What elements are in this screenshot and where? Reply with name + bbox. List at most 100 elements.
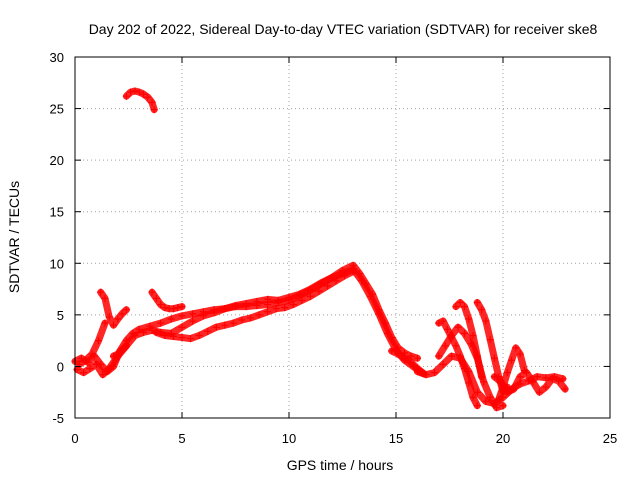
data-series-sdtvar <box>71 87 569 412</box>
data-point <box>122 342 130 350</box>
x-axis-ticks: 0 5 10 15 20 25 <box>71 57 617 446</box>
data-point <box>144 93 152 101</box>
data-point <box>110 352 118 360</box>
data-point <box>114 315 122 323</box>
data-point <box>508 356 516 364</box>
y-tick-label: 0 <box>57 359 64 374</box>
data-point <box>264 308 272 316</box>
data-point <box>375 310 383 318</box>
data-point <box>92 360 100 368</box>
data-point <box>157 301 165 309</box>
data-point <box>77 354 85 362</box>
data-point <box>306 285 314 293</box>
data-point <box>157 319 165 327</box>
data-point <box>555 377 563 385</box>
data-point <box>503 388 511 396</box>
y-tick-label: 10 <box>50 256 64 271</box>
data-point <box>169 305 177 313</box>
data-point <box>122 92 130 100</box>
data-point <box>139 90 147 98</box>
data-point <box>148 288 156 296</box>
data-point <box>105 364 113 372</box>
data-point <box>401 354 409 362</box>
plot-frame <box>74 56 611 419</box>
data-point <box>189 310 197 318</box>
x-tick-label: 25 <box>603 431 617 446</box>
data-point <box>448 334 456 342</box>
data-point <box>356 270 364 278</box>
data-point <box>394 350 402 358</box>
data-point <box>441 342 449 350</box>
series-trace <box>435 317 481 410</box>
data-point <box>285 293 293 301</box>
data-point <box>317 279 325 287</box>
data-point <box>152 294 160 302</box>
data-point <box>456 298 464 306</box>
data-point <box>221 321 229 329</box>
data-point <box>229 319 237 327</box>
y-tick-label: 5 <box>57 308 64 323</box>
data-point <box>460 303 468 311</box>
data-point <box>516 350 524 358</box>
data-point <box>490 400 498 408</box>
data-point <box>95 337 103 345</box>
data-point <box>210 309 218 317</box>
data-point <box>456 352 464 360</box>
data-point <box>246 314 254 322</box>
data-point <box>497 378 505 386</box>
data-point <box>480 378 488 386</box>
data-point <box>467 340 475 348</box>
data-point <box>341 272 349 280</box>
data-point <box>139 328 147 336</box>
data-point <box>465 315 473 323</box>
data-point <box>388 347 396 355</box>
data-point <box>542 374 550 382</box>
data-point <box>118 310 126 318</box>
data-point <box>392 346 400 354</box>
data-point <box>420 370 428 378</box>
data-point <box>328 274 336 282</box>
grid-lines <box>75 57 610 418</box>
data-point <box>253 297 261 305</box>
data-point <box>349 268 357 276</box>
data-point <box>221 305 229 313</box>
data-point <box>490 354 498 362</box>
data-point <box>495 395 503 403</box>
data-point <box>358 277 366 285</box>
data-point <box>439 360 447 368</box>
x-tick-label: 0 <box>71 431 78 446</box>
data-point <box>510 385 518 393</box>
data-point <box>443 325 451 333</box>
data-point <box>362 280 370 288</box>
data-point <box>101 319 109 327</box>
data-point <box>97 288 105 296</box>
data-point <box>204 327 212 335</box>
data-point <box>516 373 524 381</box>
data-point <box>473 402 481 410</box>
x-tick-label: 20 <box>496 431 510 446</box>
data-point <box>82 356 90 364</box>
data-point <box>452 303 460 311</box>
y-axis-ticks: -5 0 5 10 15 20 25 30 <box>50 50 610 426</box>
data-point <box>478 306 486 314</box>
data-point <box>478 373 486 381</box>
data-point <box>512 344 520 352</box>
data-point <box>174 304 182 312</box>
data-point <box>533 373 541 381</box>
data-point <box>465 379 473 387</box>
data-point <box>114 350 122 358</box>
data-point <box>232 302 239 310</box>
data-point <box>274 296 282 304</box>
data-point <box>448 352 456 360</box>
data-point <box>535 388 543 396</box>
x-tick-label: 15 <box>389 431 403 446</box>
data-point <box>332 277 340 285</box>
data-point <box>148 98 156 106</box>
x-axis-label: GPS time / hours <box>287 457 394 473</box>
data-point <box>439 317 447 325</box>
y-tick-label: 25 <box>50 102 64 117</box>
data-point <box>503 369 511 377</box>
data-point <box>195 331 203 339</box>
y-tick-label: 30 <box>50 50 64 65</box>
